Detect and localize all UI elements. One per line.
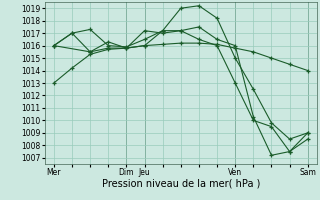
X-axis label: Pression niveau de la mer( hPa ): Pression niveau de la mer( hPa ) <box>102 179 260 189</box>
